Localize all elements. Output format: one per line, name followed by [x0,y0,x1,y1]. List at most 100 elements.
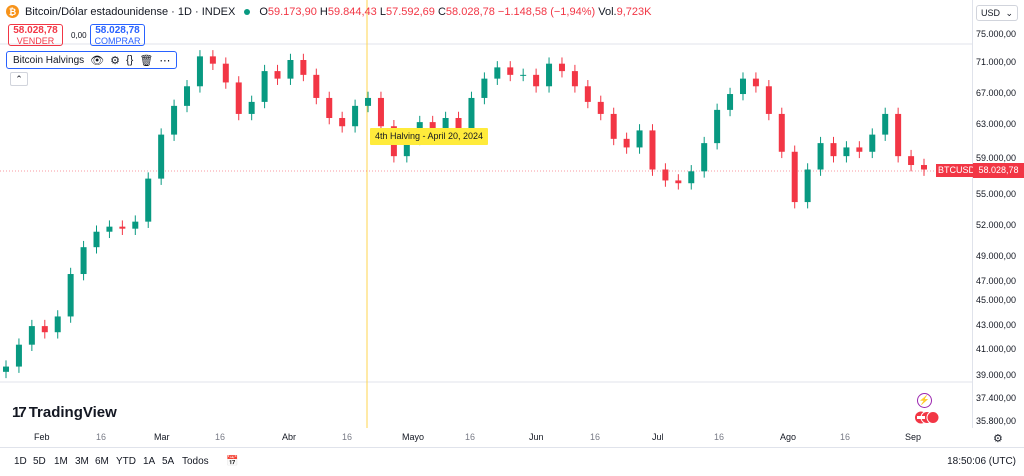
candle-body [67,274,74,317]
candle-body [571,71,578,87]
bottom-toolbar: 1D 5D 1M 3M 6M YTD 1A 5A Todos 📅 18:50:06 (UTC) [0,447,1024,476]
currency-selector[interactable]: USD ⌄ [976,5,1018,21]
candle-body [287,60,294,79]
candle-body [377,97,384,127]
range-button-todos[interactable]: Todos [182,456,209,467]
candle-body [106,226,113,232]
price-tick-label: 43.000,00 [975,320,1016,330]
candle-body [132,221,139,229]
candle-body [41,326,48,333]
candlestick-chart[interactable] [0,0,972,428]
tradingview-logo[interactable]: 17 TradingView [12,404,117,421]
range-button-6m[interactable]: 6M [95,456,109,467]
sell-button[interactable]: 58.028,78 VENDER [8,24,63,46]
candle-body [765,86,772,114]
symbol-header: ₿ Bitcoin/Dólar estadounidense · 1D · IN… [6,5,651,18]
range-button-3m[interactable]: 3M [75,456,89,467]
change-value: −1.148,58 (−1,94%) [497,5,596,18]
candle-body [326,97,333,118]
candle-body [481,78,488,98]
candle-body [597,101,604,114]
candle-body [455,117,462,131]
eye-icon[interactable]: 👁 [90,54,105,67]
candle-body [339,117,346,127]
candle-body [93,231,100,248]
range-button-5d[interactable]: 5D [33,456,46,467]
time-tick-label: Jul [652,432,664,442]
date-range-icon[interactable]: 📅 [226,456,239,467]
more-icon[interactable]: ⋯ [159,54,171,67]
ticker-tag: BTCUSD [936,164,978,177]
high-label: H [319,5,328,18]
tradingview-mark-icon: 17 [12,404,27,421]
candle-body [261,71,268,102]
candle-body [921,165,927,170]
range-button-1m[interactable]: 1M [54,456,68,467]
candle-body [248,101,255,114]
clock[interactable]: 18:50:06 (UTC) [947,456,1016,467]
symbol-title[interactable]: Bitcoin/Dólar estadounidense · 1D · INDE… [25,5,236,18]
candle-body [856,147,863,152]
candle-body [429,122,436,131]
candle-body [184,86,191,106]
market-status-icon [244,8,251,15]
candle-body [54,316,61,333]
range-button-1d[interactable]: 1D [14,456,27,467]
indicator-legend[interactable]: Bitcoin Halvings 👁 ⚙ {} 🗑 ⋯ [6,51,178,69]
candle-body [3,366,9,372]
candle-body [158,134,165,179]
candle-body [468,97,475,131]
current-price-label: 58.028,78 [973,163,1024,178]
open-value: 59.173,90 [267,5,317,18]
currency-label: USD [981,8,1001,18]
candle-body [791,151,798,203]
price-tick-label: 49.000,00 [975,251,1016,261]
candle-body [222,63,229,83]
volume-value: 9,723K [616,5,652,18]
candle-body [145,178,152,222]
candle-body [830,143,837,157]
settings-icon[interactable]: ⚙ [110,54,120,67]
candle-body [352,105,359,127]
range-button-5a[interactable]: 5A [162,456,175,467]
range-button-ytd[interactable]: YTD [116,456,136,467]
range-button-1a[interactable]: 1A [143,456,156,467]
low-value: 57.592,69 [385,5,435,18]
candle-body [701,143,708,172]
candle-body [119,226,126,229]
candle-body [882,113,889,135]
candle-body [300,60,307,75]
candle-body [843,147,850,157]
chevron-down-icon: ⌄ [1005,7,1013,18]
candle-body [533,74,540,87]
price-tick-label: 52.000,00 [975,220,1016,230]
price-tick-label: 45.000,00 [975,295,1016,305]
time-tick-label: 16 [590,432,601,442]
candle-body [778,113,785,152]
candle-body [28,326,35,345]
candle-body [507,67,514,75]
delete-icon[interactable]: 🗑 [139,54,154,67]
candle-body [546,63,553,87]
candle-body [442,117,449,131]
time-tick-label: Ago [780,432,797,442]
candle-body [313,74,320,98]
price-axis[interactable]: 75.000,00 71.000,00 67.000,00 63.000,00 59.0… [972,0,1024,428]
price-tick-label: 71.000,00 [975,57,1016,67]
price-tick-label: 63.000,00 [975,119,1016,129]
buy-button[interactable]: 58.028,78 COMPRAR [90,24,145,46]
candle-body [274,71,281,79]
price-tick-label: 59.000,00 [975,153,1016,163]
buy-price: 58.028,78 [95,25,140,36]
events-icon[interactable] [914,411,942,424]
lightning-icon[interactable]: ⚡ [917,393,932,408]
candle-body [623,138,630,148]
price-tick-label: 55.000,00 [975,189,1016,199]
chart-settings-icon[interactable]: ⚙ [993,433,1003,445]
open-label: O [259,5,268,18]
collapse-legend-button[interactable]: ⌃ [10,72,28,86]
volume-label: Vol. [598,5,617,18]
source-code-icon[interactable]: {} [126,54,134,66]
chart-area[interactable]: ₿ Bitcoin/Dólar estadounidense · 1D · IN… [0,0,972,428]
candle-body [752,78,759,87]
